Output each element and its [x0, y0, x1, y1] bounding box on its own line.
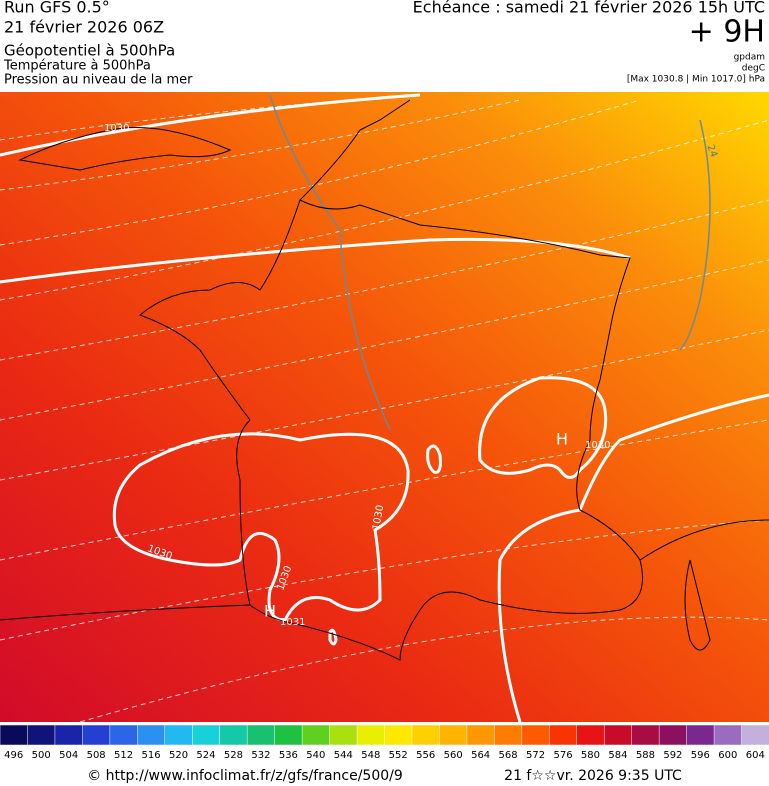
scale-label: 592 [663, 750, 682, 761]
offset: + 9H [689, 15, 765, 50]
scale-swatch [466, 724, 496, 746]
isobar-label: 1030 [104, 123, 129, 134]
scale-swatch [329, 724, 358, 746]
scale-label: 524 [196, 750, 215, 761]
pressure-range: [Max 1030.8 | Min 1017.0] hPa [627, 75, 765, 85]
scale-label: 548 [361, 750, 380, 761]
scale-label: 552 [389, 750, 408, 761]
scale-swatch [27, 724, 56, 746]
scale-swatch [246, 724, 276, 746]
scale-label: 528 [224, 750, 243, 761]
scale-label: 580 [581, 750, 600, 761]
color-scale: 496 500 504 508 512 516 520 524 528 532 536 540 544 5… [0, 724, 769, 761]
scale-swatch [192, 724, 221, 746]
run-date: 21 février 2026 06Z [4, 18, 164, 37]
scale-swatch [54, 724, 84, 746]
scale-label: 588 [636, 750, 655, 761]
high-marker: H [556, 430, 568, 449]
isobar [426, 444, 442, 474]
temperature-24-line [269, 94, 711, 431]
source-url: © http://www.infoclimat.fr/z/gfs/france/… [87, 768, 403, 784]
scale-swatch [301, 724, 331, 746]
scale-swatch [576, 724, 605, 746]
scale-swatch [521, 724, 551, 746]
scale-swatch [356, 724, 386, 746]
run: Run GFS 0.5° [4, 0, 110, 17]
scale-label: 568 [499, 750, 518, 761]
scale-label: 604 [746, 750, 765, 761]
temperature-lines [0, 94, 769, 723]
isobar-label: 1030 [371, 504, 386, 531]
map-background [0, 92, 769, 722]
isobar [0, 93, 421, 157]
scale-swatch [109, 724, 139, 746]
scale-swatch [164, 724, 194, 746]
scale-label: 496 [4, 750, 23, 761]
unit: degC [742, 64, 765, 74]
scale-label: 520 [169, 750, 188, 761]
isobar-label: 1031 [280, 617, 305, 628]
scale-swatch [549, 724, 578, 746]
scale-swatch [274, 724, 303, 746]
scale-label: 536 [279, 750, 298, 761]
subtitle: Température à 500hPa [3, 59, 151, 74]
isobar-label: 1030 [585, 440, 610, 451]
scale-swatch [411, 724, 441, 746]
temperature-label: 24 [704, 143, 719, 159]
scale-label: 500 [32, 750, 51, 761]
scale-label: 576 [553, 750, 572, 761]
scale-label: 560 [444, 750, 463, 761]
scale-swatch [713, 724, 743, 746]
scale-swatch [658, 724, 688, 746]
subtitle: Pression au niveau de la mer [4, 73, 193, 88]
scale-label: 564 [471, 750, 490, 761]
isobar [478, 376, 608, 479]
scale-swatch [494, 724, 523, 746]
scale-label: 532 [251, 750, 270, 761]
unit: gpdam [734, 53, 765, 63]
isobar [112, 432, 410, 622]
scale-label: 504 [59, 750, 78, 761]
isobar [0, 237, 631, 284]
scale-swatch [686, 724, 715, 746]
scale-swatch [603, 724, 633, 746]
scale-label: 556 [416, 750, 435, 761]
scale-swatch [219, 724, 248, 746]
scale-label: 508 [87, 750, 106, 761]
timestamp: 21 f☆☆vr. 2026 9:35 UTC [504, 768, 682, 784]
title: Géopotentiel à 500hPa [4, 42, 175, 60]
scale-label: 512 [114, 750, 133, 761]
scale-label: 544 [334, 750, 353, 761]
scale-swatch [384, 724, 413, 746]
scale-label: 516 [142, 750, 161, 761]
high-marker: H [264, 602, 276, 621]
scale-swatch [0, 724, 29, 746]
scale-label: 584 [608, 750, 627, 761]
echeance: Echéance : samedi 21 février 2026 15h UT… [413, 0, 765, 17]
scale-swatch [631, 724, 660, 746]
scale-swatch [82, 724, 111, 746]
scale-label: 600 [718, 750, 737, 761]
isobar [328, 628, 338, 646]
scale-label: 540 [306, 750, 325, 761]
scale-swatch [439, 724, 468, 746]
scale-label: 596 [691, 750, 710, 761]
scale-label: 572 [526, 750, 545, 761]
scale-swatch [137, 724, 166, 746]
coastlines [0, 99, 769, 661]
map: 1030 24 1030 H 1030 1030 1030 H 1031 [0, 92, 769, 723]
scale-swatch [741, 724, 769, 746]
